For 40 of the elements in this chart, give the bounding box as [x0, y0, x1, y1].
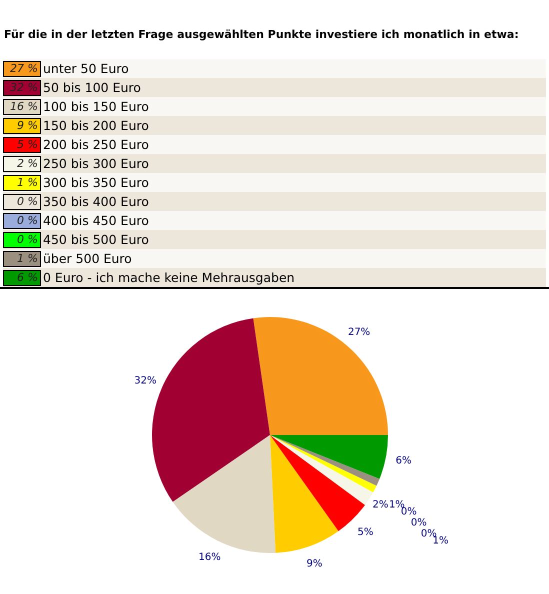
text: 16 %	[10, 100, 38, 112]
pie-slice	[270, 435, 388, 479]
text: 32 %	[10, 80, 38, 94]
data-label: 6%	[396, 456, 412, 467]
text: 5 %	[17, 138, 38, 150]
pie-slice	[270, 435, 374, 505]
data-label: 32%	[134, 375, 157, 386]
text: 0%	[400, 506, 417, 518]
pie-slice	[253, 317, 388, 435]
pie-slice	[270, 435, 338, 553]
legend-label: über 500 Euro	[43, 251, 132, 266]
data-label: 9%	[306, 558, 322, 570]
legend-label: 450 bis 500 Euro	[43, 232, 149, 247]
text: 1 %	[17, 176, 38, 188]
text: 1%	[432, 536, 449, 547]
legend-label: 300 bis 350 Euro	[43, 175, 149, 190]
text: 0 %	[17, 194, 38, 208]
text: 0 %	[17, 214, 38, 226]
data-label: 1 %	[3, 250, 41, 266]
text: 0%	[410, 517, 427, 528]
legend-label: 400 bis 450 Euro	[43, 213, 149, 228]
data-label: 2%	[372, 500, 388, 511]
legend-label: unter 50 Euro	[43, 61, 129, 76]
data-label: 16%	[198, 552, 221, 563]
text: 2 %	[17, 156, 38, 170]
text: 6 %	[17, 270, 38, 284]
pie-slice	[172, 435, 276, 553]
legend-label: 150 bis 200 Euro	[43, 118, 149, 133]
data-label: 5%	[357, 526, 374, 538]
data-label: 27%	[348, 327, 370, 338]
text: 9 %	[17, 118, 38, 132]
chart-title: Für die in der letzten Frage ausgewählten Punkte investiere ich monatlich in etwa:	[3, 27, 520, 43]
text: 27 %	[10, 62, 38, 74]
legend-label: 350 bis 400 Euro	[43, 194, 149, 209]
legend-label: 100 bis 150 Euro	[43, 99, 149, 114]
legend-label: 200 bis 250 Euro	[43, 137, 149, 152]
legend-label: 250 bis 300 Euro	[43, 156, 149, 171]
legend-label: 50 bis 100 Euro	[43, 80, 141, 95]
legend-label: 0 Euro - ich mache keine Mehrausgaben	[43, 270, 295, 285]
text: 0 %	[17, 232, 38, 246]
